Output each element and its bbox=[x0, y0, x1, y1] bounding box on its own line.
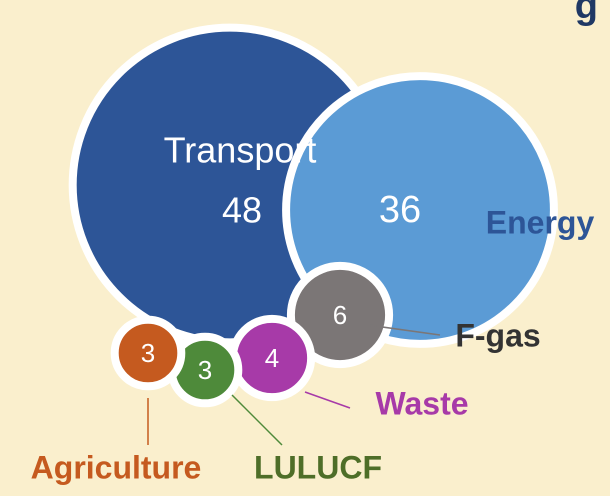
value-label: 6 bbox=[333, 300, 347, 330]
bubble-name: Transport bbox=[164, 130, 317, 171]
chart-title: g bbox=[575, 0, 598, 27]
bubble-name: Waste bbox=[375, 385, 468, 421]
bubble-name: LULUCF bbox=[254, 449, 382, 485]
bubble-name: F-gas bbox=[455, 317, 540, 353]
leader-line bbox=[367, 324, 441, 336]
value-label: 48 bbox=[222, 190, 262, 231]
bubble-name: Energy bbox=[486, 204, 595, 240]
bubble bbox=[286, 261, 394, 369]
leader-line bbox=[231, 394, 283, 446]
value-label: 3 bbox=[198, 355, 212, 385]
value-label: 4 bbox=[265, 343, 279, 373]
value-label: 36 bbox=[379, 189, 421, 231]
value-label: 3 bbox=[141, 338, 155, 368]
bubble bbox=[110, 315, 186, 391]
bubble-name: Agriculture bbox=[31, 449, 202, 485]
leader-line bbox=[304, 391, 351, 409]
